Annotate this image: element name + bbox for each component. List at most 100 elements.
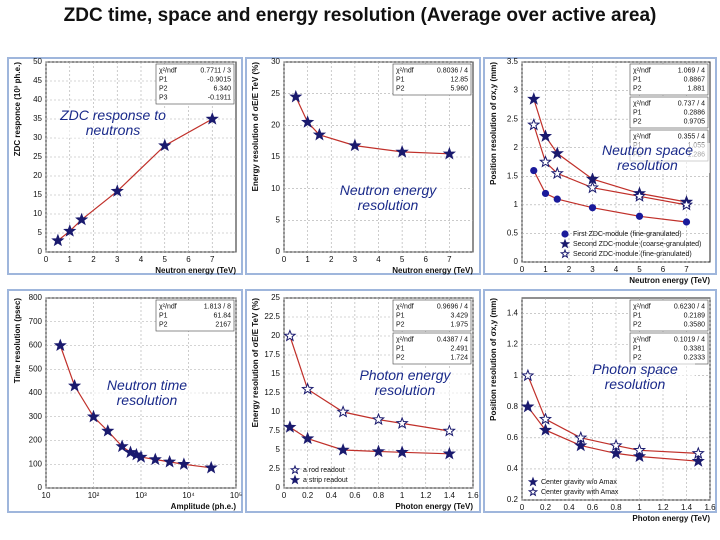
y-tick-label: 0.6 xyxy=(507,433,519,442)
legend-label: Second ZDC-module (coarse-granulated) xyxy=(573,241,701,248)
legend-marker xyxy=(559,248,571,259)
x-axis-title: Neutron energy (TeV) xyxy=(629,276,710,285)
x-tick-label: 4 xyxy=(139,255,144,264)
y-tick-label: 100 xyxy=(29,459,43,468)
stats-label: P1 xyxy=(633,109,642,116)
y-tick-label: 12.5 xyxy=(264,388,280,397)
stats-label: P1 xyxy=(396,345,405,352)
stats-label: χ²/ndf xyxy=(633,133,651,140)
y-axis-title: Position resolution of σx,y (mm) xyxy=(489,298,498,421)
data-point xyxy=(609,438,623,452)
y-tick-label: 25 xyxy=(271,89,280,98)
y-tick-label: 5 xyxy=(38,228,43,237)
y-tick-label: 35 xyxy=(33,114,42,123)
x-tick-label: 10² xyxy=(88,491,100,500)
stats-label: P2 xyxy=(159,85,168,92)
data-point xyxy=(395,416,409,429)
data-point xyxy=(204,460,218,474)
stats-box xyxy=(155,299,235,332)
x-tick-label: 0 xyxy=(282,255,287,264)
stats-label: χ²/ndf xyxy=(159,67,177,74)
data-point xyxy=(527,117,541,131)
y-tick-label: 0 xyxy=(276,483,281,492)
data-point xyxy=(691,446,705,459)
data-point xyxy=(63,224,77,237)
data-point xyxy=(521,368,535,382)
x-axis-title: Amplitude (ph.e.) xyxy=(171,502,237,511)
data-point xyxy=(177,457,191,470)
legend-label: a rod readout xyxy=(303,467,345,474)
x-axis-title: Neutron energy (TeV) xyxy=(392,266,473,275)
stats-value: 61.84 xyxy=(213,312,231,319)
data-point xyxy=(75,212,89,226)
y-tick-label: 0 xyxy=(38,247,43,256)
data-point xyxy=(289,89,303,103)
data-point xyxy=(134,450,148,463)
stats-label: χ²/ndf xyxy=(633,303,651,310)
x-axis-title: Neutron energy (TeV) xyxy=(155,266,236,275)
x-tick-label: 6 xyxy=(661,265,666,274)
legend-marker xyxy=(527,486,539,497)
fit-curve xyxy=(527,375,699,454)
y-tick-label: 3.5 xyxy=(507,57,519,66)
data-point xyxy=(538,423,553,436)
x-tick-label: 10⁵ xyxy=(230,491,242,500)
stats-label: χ²/ndf xyxy=(633,67,651,74)
y-tick-label: 300 xyxy=(29,412,43,421)
data-point xyxy=(632,443,647,456)
data-point xyxy=(53,338,67,352)
stats-value: 0.4387 / 4 xyxy=(437,336,468,343)
y-tick-label: 30 xyxy=(271,57,280,66)
y-tick-label: 1 xyxy=(514,200,519,209)
y-tick-label: 0.5 xyxy=(507,229,519,238)
stats-value: 0.9705 xyxy=(684,118,706,125)
x-tick-label: 0 xyxy=(282,491,287,500)
annotation: Neutron time resolution xyxy=(92,378,202,408)
x-tick-label: 0.8 xyxy=(610,503,622,512)
stats-box xyxy=(392,63,472,96)
data-point xyxy=(301,115,315,128)
y-tick-label: 0.8 xyxy=(507,402,519,411)
stats-label: P2 xyxy=(633,321,642,328)
legend-label: First ZDC-module (fine-granulated) xyxy=(573,231,682,238)
data-point xyxy=(442,446,456,460)
x-tick-label: 0.4 xyxy=(563,503,575,512)
stats-value: 0.7711 / 3 xyxy=(200,67,231,74)
data-point xyxy=(541,189,550,198)
fit-curve xyxy=(533,98,687,203)
stats-value: 0.2333 xyxy=(684,354,706,361)
y-tick-label: 800 xyxy=(29,293,43,302)
y-tick-label: 2 xyxy=(514,143,519,152)
x-tick-label: 1.6 xyxy=(467,491,479,500)
y-tick-label: 600 xyxy=(29,341,43,350)
y-tick-label: 40 xyxy=(33,95,42,104)
legend-label: Center gravity with Amax xyxy=(541,489,619,496)
stats-label: P2 xyxy=(159,321,168,328)
data-point xyxy=(371,444,386,458)
stats-value: 1.813 / 8 xyxy=(204,303,231,310)
y-tick-label: 30 xyxy=(33,133,42,142)
data-point xyxy=(538,412,553,425)
y-tick-label: 17.5 xyxy=(264,350,280,359)
x-tick-label: 7 xyxy=(210,255,215,264)
fit-curve xyxy=(527,406,699,462)
data-point xyxy=(632,449,647,463)
y-tick-label: 10 xyxy=(271,407,280,416)
legend-label: a strip readout xyxy=(303,477,348,484)
stats-label: P2 xyxy=(633,354,642,361)
x-tick-label: 0.6 xyxy=(587,503,599,512)
y-tick-label: 400 xyxy=(29,388,43,397)
stats-value: 0.3580 xyxy=(684,321,706,328)
stats-box xyxy=(629,332,709,365)
x-tick-label: 2 xyxy=(91,255,96,264)
stats-label: χ²/ndf xyxy=(396,67,414,74)
y-tick-label: 20 xyxy=(271,331,280,340)
stats-box xyxy=(629,63,709,96)
y-tick-label: 15 xyxy=(271,369,280,378)
y-tick-label: 0 xyxy=(514,257,519,266)
stats-label: P2 xyxy=(633,118,642,125)
annotation: Photon space resolution xyxy=(575,362,695,392)
data-point xyxy=(86,409,101,423)
y-tick-label: 5 xyxy=(276,445,281,454)
x-tick-label: 1.6 xyxy=(704,503,716,512)
